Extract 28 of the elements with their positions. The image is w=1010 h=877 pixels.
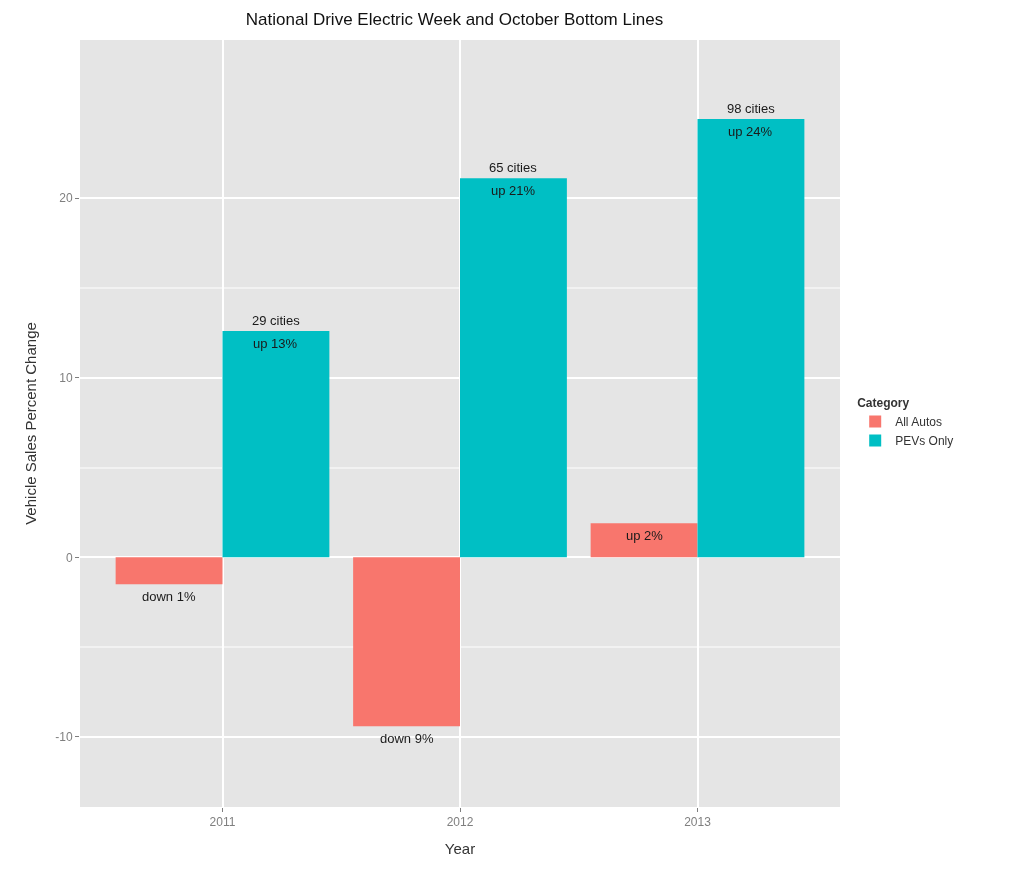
bar	[222, 330, 330, 558]
annotation: 98 cities	[727, 101, 776, 116]
legend-label: PEVs Only	[895, 434, 954, 449]
bar	[460, 178, 567, 558]
data-label: down 1%	[142, 589, 196, 604]
x-tick-label: 2011	[209, 815, 236, 830]
chart-title: National Drive Electric Week and October Bottom Lines	[245, 10, 664, 30]
legend-label: All Autos	[895, 415, 942, 430]
data-label: up 2%	[626, 528, 664, 543]
data-label: up 13%	[253, 336, 298, 351]
data-label: down 9%	[380, 731, 434, 746]
x-tick-label: 2013	[684, 815, 712, 830]
data-label: up 21%	[491, 183, 536, 198]
y-tick-label: 0	[65, 550, 73, 565]
y-axis-title: Vehicle Sales Percent Change	[21, 322, 39, 525]
bar	[115, 557, 223, 585]
data-label: up 24%	[728, 124, 773, 139]
annotation: 29 cities	[252, 313, 301, 328]
bar	[353, 557, 460, 727]
bar	[590, 523, 698, 558]
y-tick-label: -10	[55, 730, 73, 745]
x-axis-title: Year	[444, 840, 476, 858]
legend-title: Category	[857, 396, 910, 411]
x-tick-label: 2012	[446, 815, 474, 830]
bar	[697, 119, 805, 558]
annotation: 65 cities	[489, 160, 538, 175]
y-tick-label: 10	[59, 370, 73, 385]
y-tick-label: 20	[59, 191, 73, 206]
